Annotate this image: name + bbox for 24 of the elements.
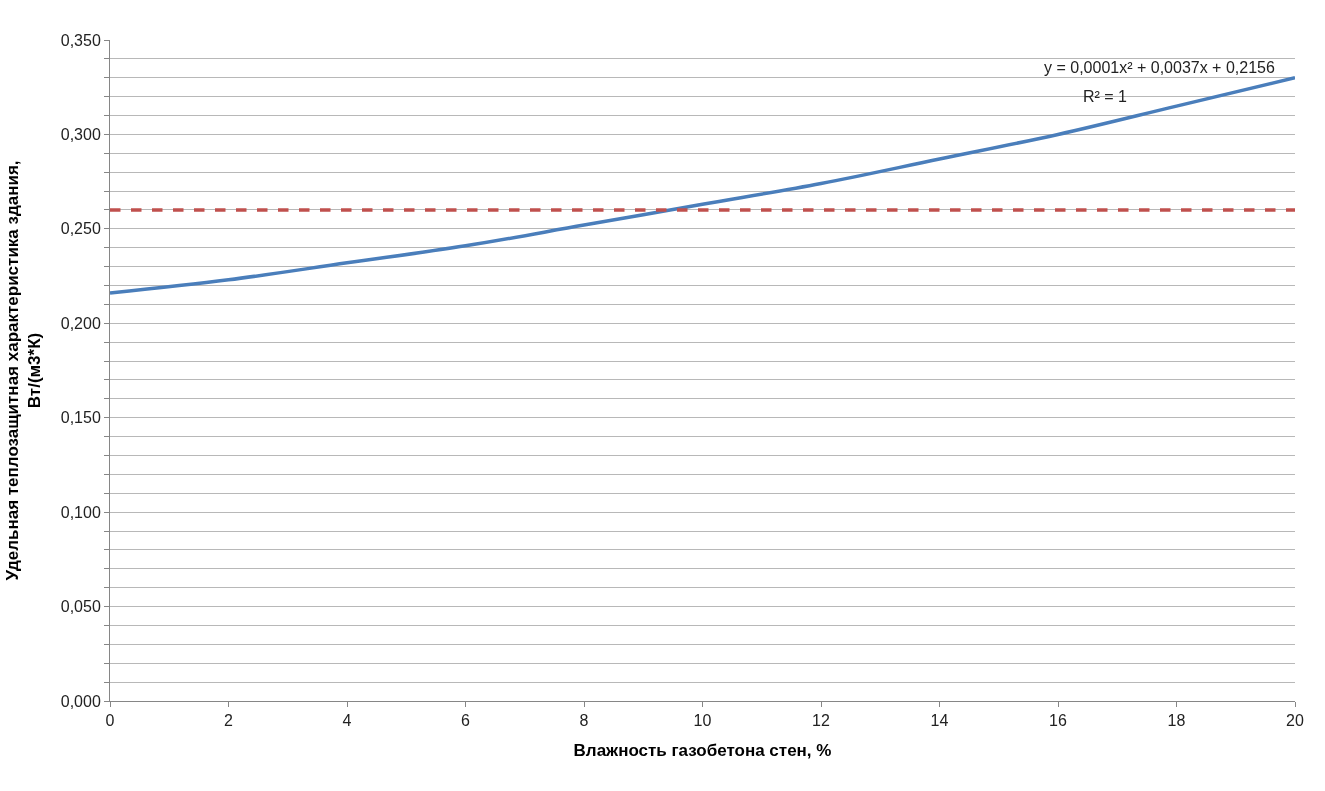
x-axis-title: Влажность газобетона стен, % <box>573 740 832 760</box>
x-tick-label: 10 <box>693 712 712 730</box>
y-tick-label: 0,150 <box>60 409 101 427</box>
y-tick-label: 0,350 <box>60 31 101 49</box>
y-axis-title: Удельная теплозащитная характеристика здания, Вт/(м3*К) <box>3 160 45 581</box>
x-tick-label: 4 <box>342 712 352 730</box>
x-tick-label: 8 <box>579 712 589 730</box>
y-tick-label: 0,200 <box>60 314 101 332</box>
x-tick-label: 6 <box>461 712 471 730</box>
y-tick-label: 0,100 <box>60 503 101 521</box>
x-tick-label: 16 <box>1049 712 1067 730</box>
x-tick-label: 12 <box>812 712 830 730</box>
annotation: y = 0,0001x² + 0,0037x + 0,2156 <box>1044 59 1275 76</box>
x-tick-label: 0 <box>105 712 115 730</box>
line-series <box>110 76 1295 295</box>
annotation: R² = 1 <box>1083 88 1128 105</box>
y-tick-label: 0,250 <box>60 220 101 238</box>
y-tick-label: 0,300 <box>60 126 101 144</box>
x-tick-label: 14 <box>930 712 949 730</box>
y-tick-label: 0,000 <box>60 692 101 710</box>
x-tick-label: 18 <box>1167 712 1186 730</box>
y-tick-label: 0,050 <box>60 598 101 616</box>
x-tick-label: 2 <box>224 712 234 730</box>
x-tick-label: 20 <box>1286 712 1304 730</box>
